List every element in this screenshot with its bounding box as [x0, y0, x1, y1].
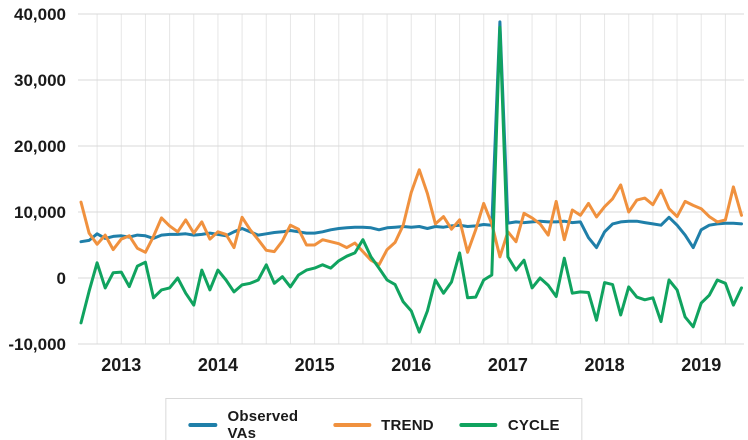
x-axis-tick-label: 2013 — [101, 355, 141, 375]
legend-item-trend[interactable]: TREND — [333, 417, 434, 434]
y-axis-tick-label: 30,000 — [14, 71, 66, 90]
x-axis-tick-label: 2019 — [681, 355, 721, 375]
cycle-line — [79, 25, 743, 334]
line-chart-canvas: -10,000 0 10,000 20,000 30,000 40,000 2013 2014… — [8, 5, 744, 375]
y-axis-tick-label: 40,000 — [14, 5, 66, 24]
legend-item-observed-vas[interactable]: Observed VAs — [188, 408, 307, 440]
legend-label-trend: TREND — [381, 416, 434, 434]
legend-swatch-observed-vas — [188, 423, 218, 427]
legend-swatch-trend — [333, 423, 372, 427]
legend-item-cycle[interactable]: CYCLE — [459, 416, 560, 434]
y-axis-tick-label: 20,000 — [14, 137, 66, 156]
legend-swatch-cycle — [459, 423, 498, 427]
observed-vas-line — [79, 20, 743, 250]
x-axis-tick-label: 2015 — [295, 355, 335, 375]
y-axis-tick-label: 10,000 — [14, 203, 66, 222]
legend: Observed VAs TREND CYCLE — [165, 398, 583, 440]
y-axis-tick-label: -10,000 — [8, 335, 66, 354]
x-axis-tick-label: 2014 — [198, 355, 238, 375]
legend-label-cycle: CYCLE — [507, 416, 560, 434]
y-axis-tick-label: 0 — [57, 269, 66, 288]
trend-line — [79, 168, 743, 267]
x-axis-tick-label: 2016 — [391, 355, 431, 375]
x-axis-tick-label: 2017 — [488, 355, 528, 375]
legend-label-observed-vas: Observed VAs — [227, 408, 299, 440]
x-axis-tick-label: 2018 — [585, 355, 625, 375]
